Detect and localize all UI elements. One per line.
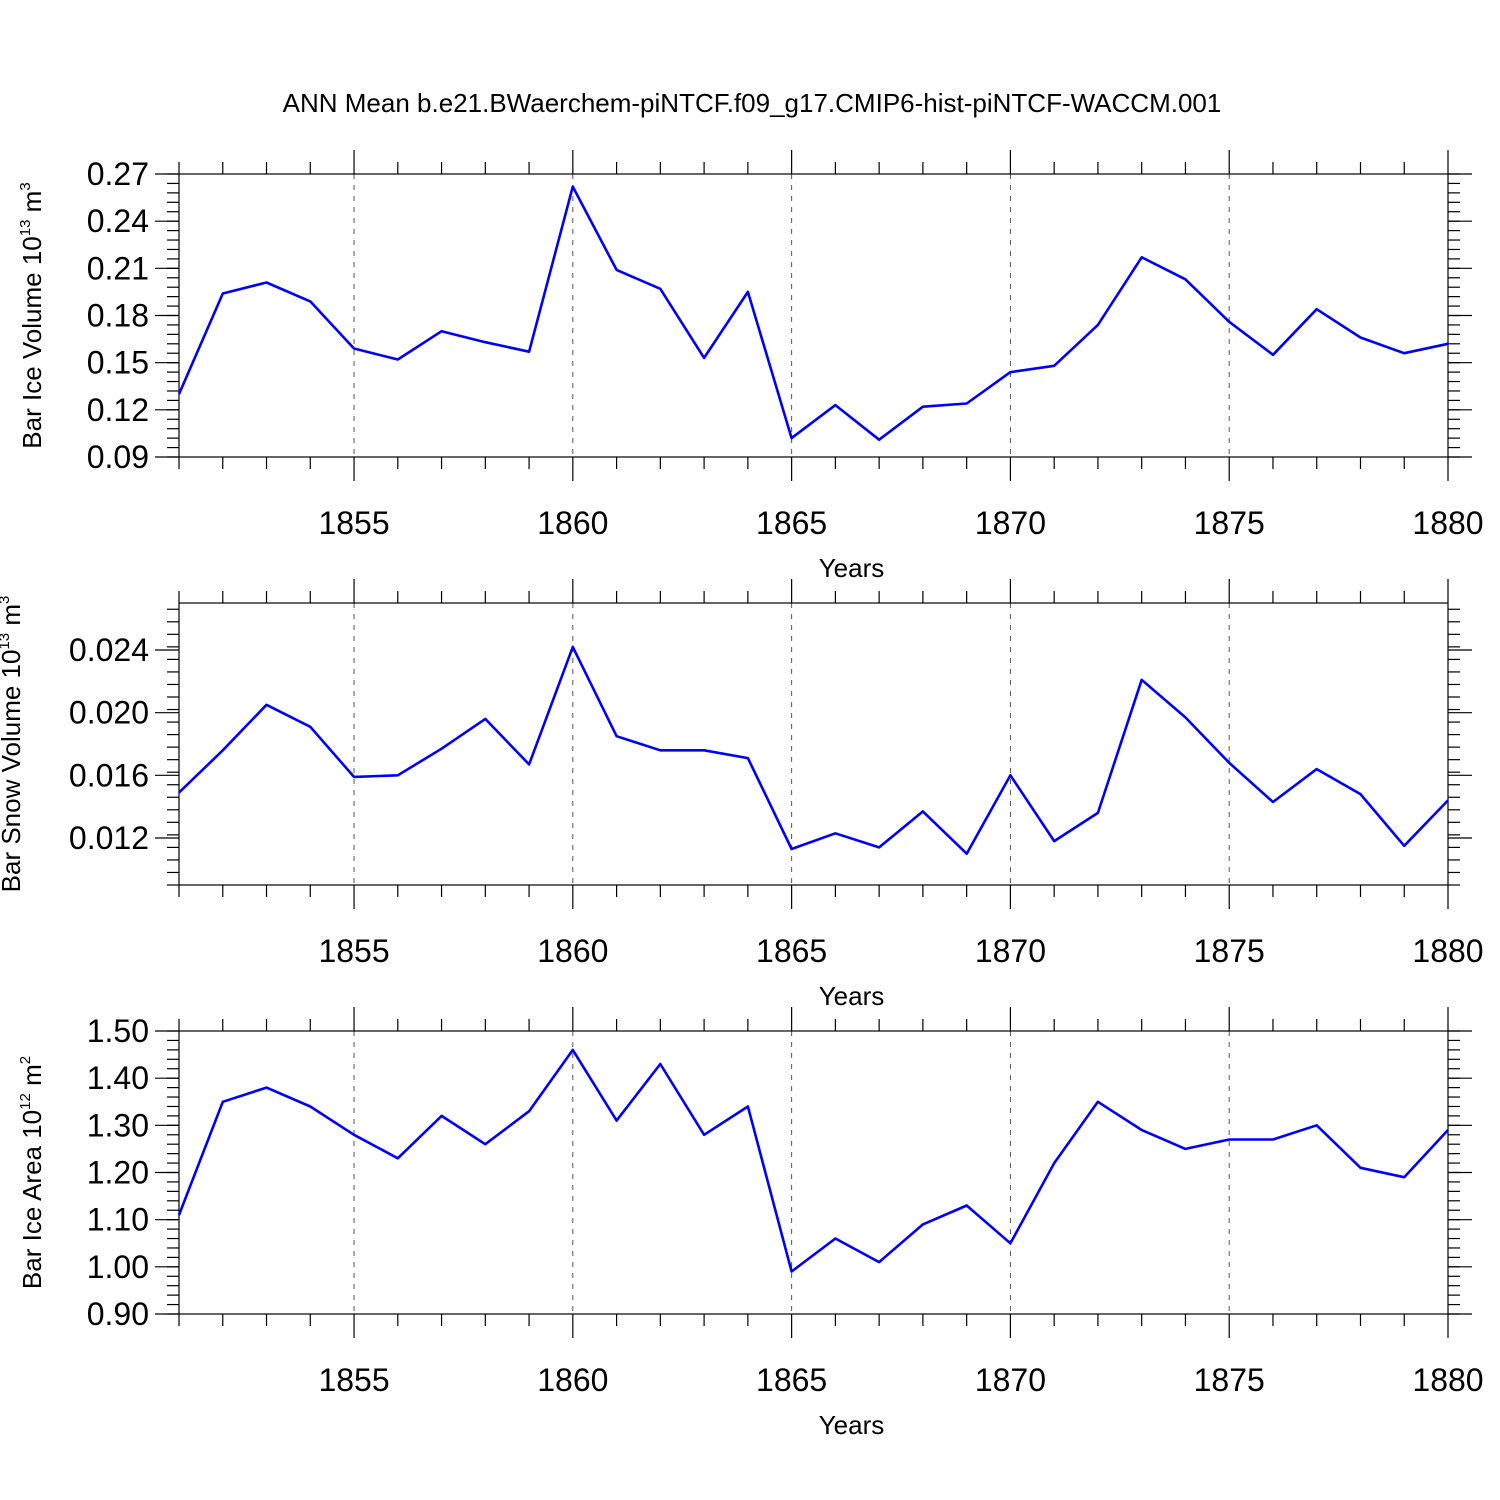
y-tick-label: 0.09 bbox=[87, 439, 149, 475]
data-line bbox=[177, 185, 1449, 442]
y-tick-label: 0.21 bbox=[87, 250, 149, 286]
y-tick-label: 0.12 bbox=[87, 392, 149, 428]
x-tick-label: 1855 bbox=[318, 505, 389, 541]
x-tick-label: 1860 bbox=[537, 1362, 608, 1398]
x-axis-title: Years bbox=[819, 981, 885, 1011]
plot-frame bbox=[178, 173, 1449, 458]
x-tick-label: 1875 bbox=[1194, 505, 1265, 541]
chart-panel-2: 0.012 0.016 0.020 0.024 1855 1860 1865 1870 1875… bbox=[0, 579, 1484, 1011]
plot-frame bbox=[178, 1030, 1449, 1315]
x-tick-label: 1880 bbox=[1412, 505, 1483, 541]
plot-frame bbox=[178, 602, 1449, 886]
x-tick-label: 1865 bbox=[756, 505, 827, 541]
y-axis-title: Bar Snow Volume 1013 m3 bbox=[0, 596, 26, 893]
y-tick-label: 1.40 bbox=[87, 1060, 149, 1096]
y-tick-label: 1.20 bbox=[87, 1155, 149, 1191]
y-tick-label: 1.50 bbox=[87, 1013, 149, 1049]
y-axis-title: Bar Ice Area 1012 m2 bbox=[17, 1056, 47, 1289]
y-tick-label: 1.00 bbox=[87, 1249, 149, 1285]
panels: 0.09 0.12 0.15 0.18 0.21 0.24 0.27 1855 1860 1865… bbox=[0, 150, 1484, 1440]
x-axis-title: Years bbox=[819, 553, 885, 583]
x-tick-label: 1875 bbox=[1194, 1362, 1265, 1398]
x-tick-label: 1855 bbox=[318, 933, 389, 969]
y-axis-title: Bar Ice Volume 1013 m3 bbox=[17, 182, 47, 448]
y-tick-label: 1.10 bbox=[87, 1202, 149, 1238]
x-tick-label: 1875 bbox=[1194, 933, 1265, 969]
y-tick-label: 0.27 bbox=[87, 156, 149, 192]
y-tick-label: 0.020 bbox=[69, 695, 149, 731]
x-tick-label: 1865 bbox=[756, 933, 827, 969]
chart-panel-1: 0.09 0.12 0.15 0.18 0.21 0.24 0.27 1855 1860 1865… bbox=[17, 150, 1484, 583]
y-tick-label: 1.30 bbox=[87, 1107, 149, 1143]
x-tick-label: 1855 bbox=[318, 1362, 389, 1398]
y-tick-label: 0.012 bbox=[69, 820, 149, 856]
y-tick-label: 0.024 bbox=[69, 632, 149, 668]
x-tick-label: 1865 bbox=[756, 1362, 827, 1398]
x-tick-label: 1870 bbox=[975, 933, 1046, 969]
data-line bbox=[178, 645, 1449, 856]
y-tick-label: 0.18 bbox=[87, 298, 149, 334]
x-tick-label: 1870 bbox=[975, 1362, 1046, 1398]
x-tick-label: 1860 bbox=[537, 505, 608, 541]
x-axis-title: Years bbox=[819, 1410, 885, 1440]
y-tick-label: 0.016 bbox=[69, 757, 149, 793]
y-tick-label: 0.90 bbox=[87, 1296, 149, 1332]
figure-title: ANN Mean b.e21.BWaerchem-piNTCF.f09_g17.… bbox=[283, 88, 1222, 118]
y-tick-label: 0.15 bbox=[87, 345, 149, 381]
x-tick-label: 1880 bbox=[1412, 1362, 1483, 1398]
chart-panel-3: 0.90 1.00 1.10 1.20 1.30 1.40 1.50 1855 1860 1865… bbox=[17, 1007, 1484, 1440]
x-tick-label: 1860 bbox=[537, 933, 608, 969]
x-tick-label: 1870 bbox=[975, 505, 1046, 541]
y-tick-label: 0.24 bbox=[87, 203, 149, 239]
x-tick-label: 1880 bbox=[1412, 933, 1483, 969]
data-line bbox=[177, 1048, 1449, 1273]
